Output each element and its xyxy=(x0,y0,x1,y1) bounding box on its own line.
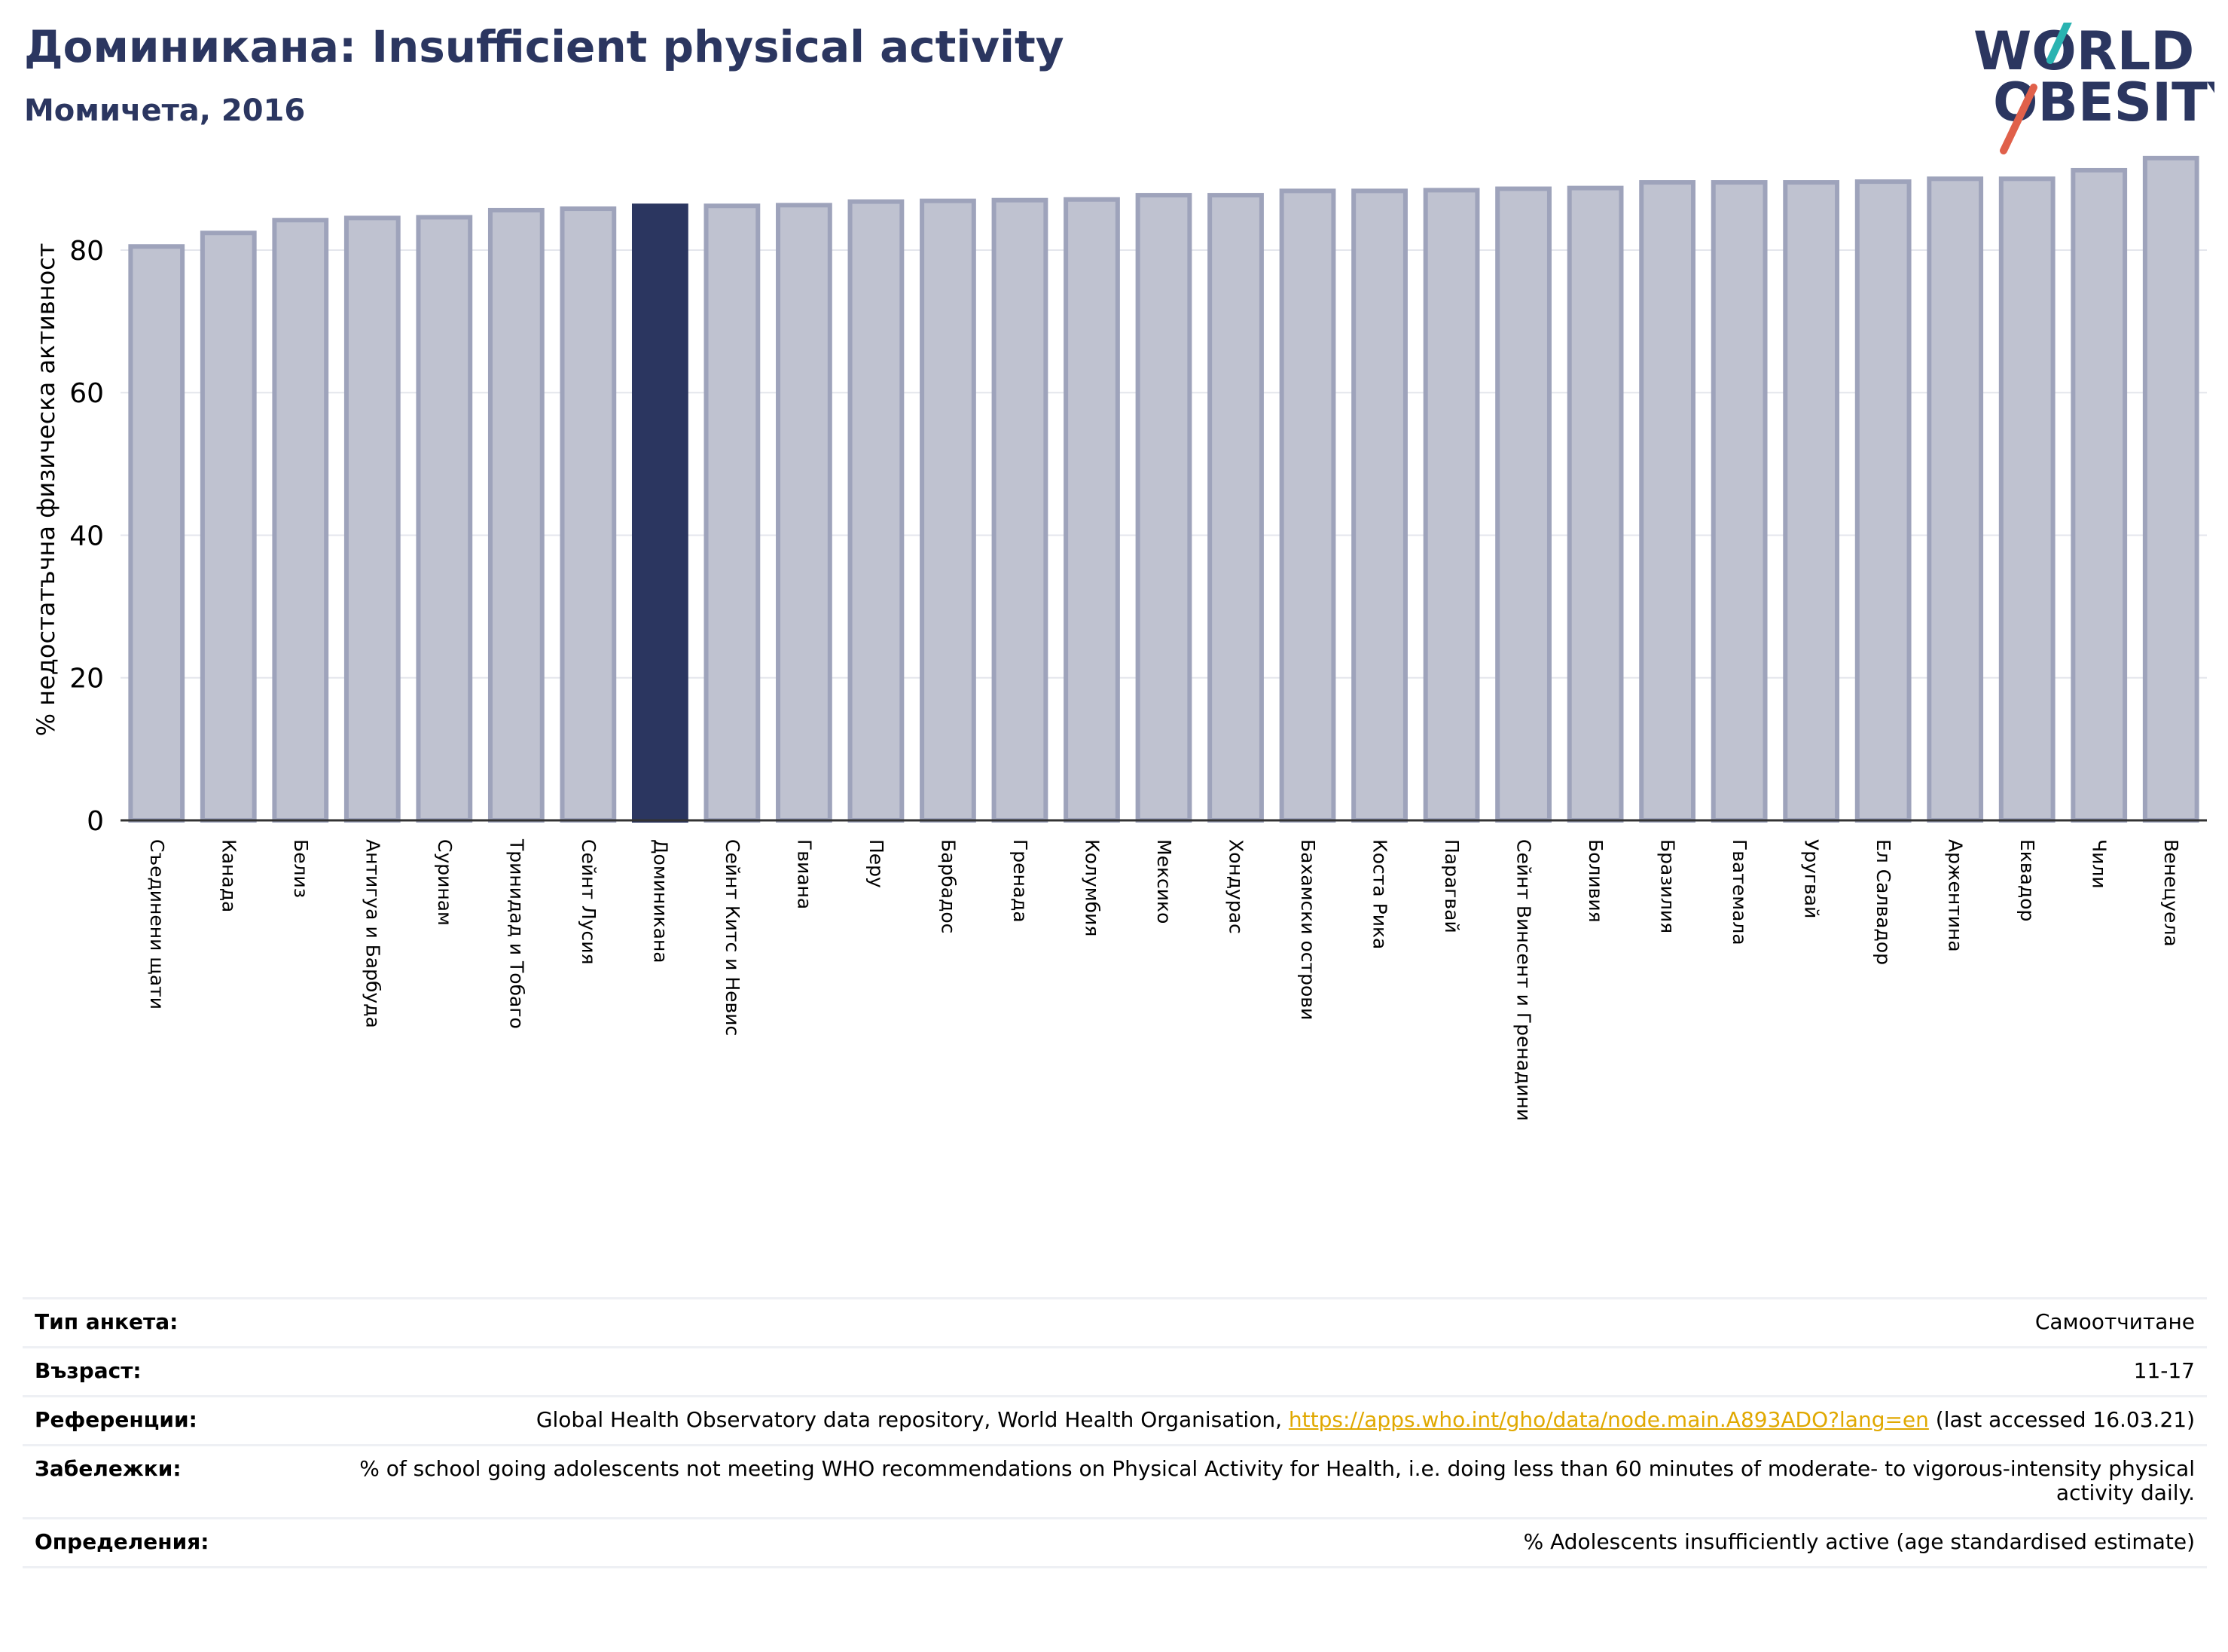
x-tick-label: Сейнт Винсент и Гренадини xyxy=(1513,839,1535,1121)
bar xyxy=(1639,180,1696,823)
bar xyxy=(560,206,617,823)
bar xyxy=(1927,176,1984,823)
x-tick-label: Хондурас xyxy=(1225,839,1247,934)
y-tick-label: 60 xyxy=(69,378,104,409)
x-tick-label: Парагвай xyxy=(1441,839,1463,933)
y-tick-label: 20 xyxy=(69,664,104,695)
x-tick-label: Коста Рика xyxy=(1369,839,1391,949)
meta-row-age: Възраст: 11-17 xyxy=(23,1348,2207,1397)
x-tick-label: Сейнт Лусия xyxy=(578,839,600,965)
x-tick-label: Перу xyxy=(865,839,887,888)
meta-key: Определения: xyxy=(35,1529,209,1554)
bar xyxy=(776,203,832,823)
bar xyxy=(1783,180,1840,823)
x-tick-label: Мексико xyxy=(1153,839,1175,924)
references-link[interactable]: https://apps.who.int/gho/data/node.main.… xyxy=(1288,1407,1929,1432)
bar xyxy=(1567,185,1624,823)
x-tick-label: Антигуа и Барбуда xyxy=(362,839,383,1028)
meta-row-definitions: Определения: % Adolescents insufficientl… xyxy=(23,1519,2207,1568)
y-axis-label: % недостатъчна физическа активност xyxy=(32,243,60,737)
x-tick-label: Доминикана xyxy=(649,839,671,963)
bar xyxy=(200,231,257,823)
bar xyxy=(272,218,329,823)
meta-value: % Adolescents insufficiently active (age… xyxy=(1523,1529,2195,1554)
meta-row-references: Референции: Global Health Observatory da… xyxy=(23,1397,2207,1446)
x-tick-label: Тринидад и Тобаго xyxy=(505,838,527,1029)
bar xyxy=(847,199,905,823)
x-tick-label: Сейнт Китс и Невис xyxy=(722,839,743,1036)
references-text: Global Health Observatory data repositor… xyxy=(536,1407,1289,1432)
bar xyxy=(1351,188,1408,823)
x-tick-label: Чили xyxy=(2089,839,2110,889)
meta-value: % of school going adolescents not meetin… xyxy=(359,1456,2195,1505)
x-tick-label: Гватемала xyxy=(1729,839,1750,945)
bar-highlight xyxy=(631,203,688,823)
y-tick-label: 80 xyxy=(69,236,104,267)
meta-value: Global Health Observatory data repositor… xyxy=(536,1408,2195,1432)
bar xyxy=(1854,179,1912,823)
meta-key: Възраст: xyxy=(35,1358,142,1383)
meta-key: Тип анкета: xyxy=(35,1309,179,1334)
bar xyxy=(1279,188,1336,823)
bar xyxy=(128,244,185,823)
chart-title: Доминикана: Insufficient physical activi… xyxy=(24,21,1064,72)
x-tick-label: Барбадос xyxy=(937,839,959,933)
bar xyxy=(1135,193,1192,823)
bar xyxy=(1064,197,1120,823)
references-accessed: (last accessed 16.03.21) xyxy=(1928,1407,2195,1432)
x-tick-label: Аржентина xyxy=(1945,839,1967,952)
meta-value: 11-17 xyxy=(2133,1358,2195,1383)
logo-line1: WORLD xyxy=(1973,23,2194,82)
x-tick-label: Съединени щати xyxy=(146,839,168,1009)
x-tick-label: Гренада xyxy=(1009,839,1031,923)
bar xyxy=(1711,180,1768,823)
x-tick-label: Бразилия xyxy=(1657,839,1679,933)
x-tick-label: Боливия xyxy=(1585,839,1607,923)
bar xyxy=(1998,176,2056,823)
bar xyxy=(343,215,401,823)
x-tick-label: Еквадор xyxy=(2016,839,2038,921)
bar-chart: 0 20 40 60 80 Съединени щати Канада Белиз Антигу… xyxy=(32,155,2207,1121)
y-tick-label: 40 xyxy=(69,521,104,551)
meta-key: Забележки: xyxy=(35,1456,182,1481)
tick-labels: 0 20 40 60 80 Съединени щати Канада Белиз Антигу… xyxy=(69,236,2182,1121)
x-tick-label: Ел Салвадор xyxy=(1872,839,1894,965)
bar xyxy=(2142,155,2199,823)
x-tick-label: Венецуела xyxy=(2160,839,2182,947)
logo-slash-red xyxy=(2000,84,2037,154)
x-tick-label: Суринам xyxy=(434,839,456,926)
bar xyxy=(920,198,976,823)
x-tick-label: Канада xyxy=(218,839,240,912)
bar xyxy=(1423,188,1480,823)
bar xyxy=(1495,186,1552,823)
bar xyxy=(703,203,761,823)
x-tick-label: Гвиана xyxy=(793,839,815,909)
bar xyxy=(1207,193,1264,823)
bar xyxy=(416,215,473,823)
bar xyxy=(991,197,1048,823)
bars xyxy=(128,155,2199,823)
metadata-table: Тип анкета: Самоотчитане Възраст: 11-17 … xyxy=(23,1297,2207,1568)
chart-subtitle: Момичета, 2016 xyxy=(24,93,306,128)
x-tick-label: Белиз xyxy=(290,839,312,898)
bar xyxy=(2071,167,2128,823)
meta-key: Референции: xyxy=(35,1407,197,1432)
logo-slash-teal xyxy=(2046,23,2072,64)
x-tick-label: Уругвай xyxy=(1801,839,1823,918)
x-tick-label: Бахамски острови xyxy=(1297,839,1319,1020)
meta-value: Самоотчитане xyxy=(2034,1309,2195,1334)
world-obesity-logo: WORLD OBESITY xyxy=(1973,23,2214,154)
meta-row-notes: Забележки: % of school going adolescents… xyxy=(23,1446,2207,1519)
bar xyxy=(487,207,545,823)
x-tick-label: Колумбия xyxy=(1081,839,1103,936)
y-tick-label: 0 xyxy=(87,806,104,837)
meta-row-survey-type: Тип анкета: Самоотчитане xyxy=(23,1299,2207,1348)
